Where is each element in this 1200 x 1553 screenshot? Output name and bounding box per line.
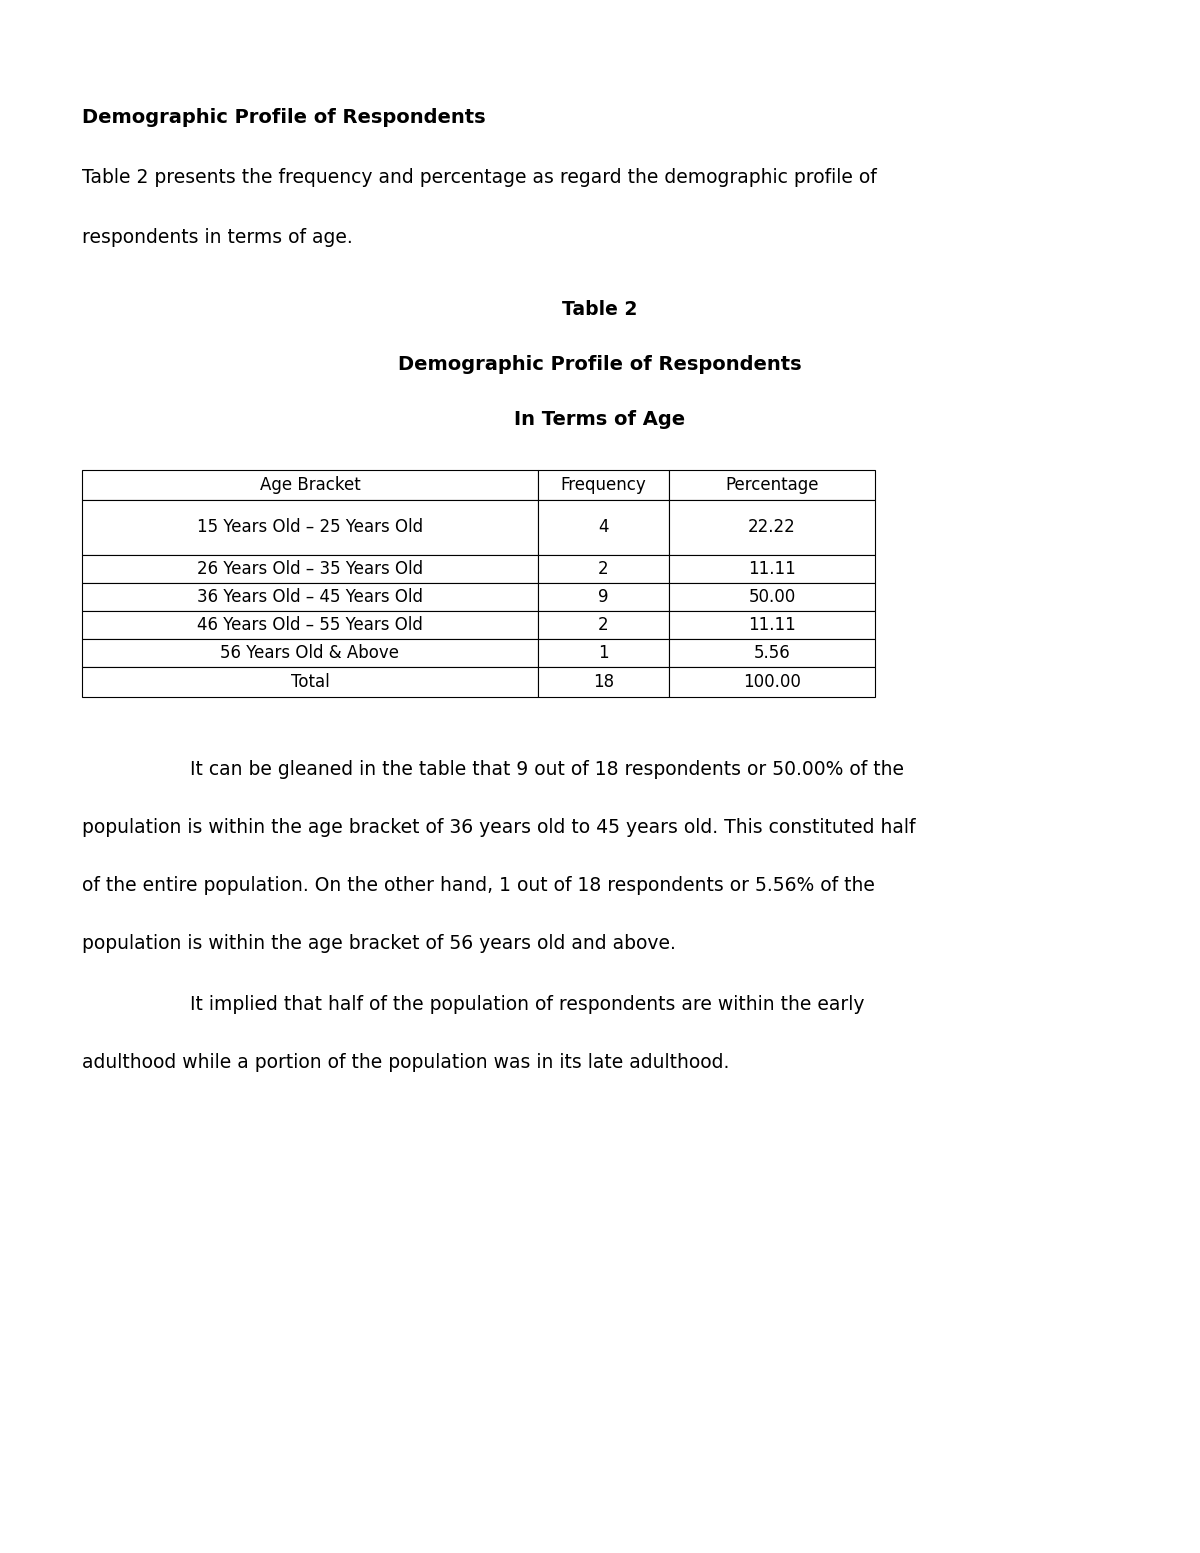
Bar	[668, 471, 875, 500]
Text: 1: 1	[598, 644, 608, 662]
Text: 11.11: 11.11	[748, 561, 796, 578]
Text: 9: 9	[598, 589, 608, 606]
Bar	[668, 638, 875, 666]
Text: 46 Years Old – 55 Years Old: 46 Years Old – 55 Years Old	[197, 617, 422, 634]
Text: of the entire population. On the other hand, 1 out of 18 respondents or 5.56% of: of the entire population. On the other h…	[82, 876, 875, 895]
Text: population is within the age bracket of 36 years old to 45 years old. This const: population is within the age bracket of …	[82, 818, 916, 837]
Text: Age Bracket: Age Bracket	[259, 477, 360, 494]
Bar	[82, 500, 538, 554]
Bar	[668, 554, 875, 582]
Bar	[538, 666, 668, 697]
Text: 4: 4	[598, 519, 608, 536]
Text: adulthood while a portion of the population was in its late adulthood.: adulthood while a portion of the populat…	[82, 1053, 730, 1072]
Bar	[538, 610, 668, 638]
Bar	[538, 471, 668, 500]
Text: Frequency: Frequency	[560, 477, 647, 494]
Text: Table 2 presents the frequency and percentage as regard the demographic profile : Table 2 presents the frequency and perce…	[82, 168, 877, 186]
Text: 2: 2	[598, 617, 608, 634]
Bar	[538, 582, 668, 610]
Text: 5.56: 5.56	[754, 644, 791, 662]
Text: In Terms of Age: In Terms of Age	[515, 410, 685, 429]
Bar	[82, 471, 538, 500]
Bar	[668, 500, 875, 554]
Bar	[82, 638, 538, 666]
Text: 26 Years Old – 35 Years Old: 26 Years Old – 35 Years Old	[197, 561, 424, 578]
Text: respondents in terms of age.: respondents in terms of age.	[82, 228, 353, 247]
Text: 36 Years Old – 45 Years Old: 36 Years Old – 45 Years Old	[197, 589, 422, 606]
Text: It can be gleaned in the table that 9 out of 18 respondents or 50.00% of the: It can be gleaned in the table that 9 ou…	[190, 759, 904, 780]
Bar	[668, 610, 875, 638]
Bar	[538, 638, 668, 666]
Text: 11.11: 11.11	[748, 617, 796, 634]
Text: 18: 18	[593, 672, 614, 691]
Bar	[82, 582, 538, 610]
Text: 2: 2	[598, 561, 608, 578]
Text: 15 Years Old – 25 Years Old: 15 Years Old – 25 Years Old	[197, 519, 424, 536]
Text: Percentage: Percentage	[725, 477, 818, 494]
Bar	[668, 582, 875, 610]
Text: Demographic Profile of Respondents: Demographic Profile of Respondents	[82, 109, 486, 127]
Text: It implied that half of the population of respondents are within the early: It implied that half of the population o…	[190, 995, 864, 1014]
Text: Table 2: Table 2	[563, 300, 637, 318]
Text: Total: Total	[290, 672, 329, 691]
Bar	[538, 500, 668, 554]
Bar	[82, 554, 538, 582]
Text: Demographic Profile of Respondents: Demographic Profile of Respondents	[398, 356, 802, 374]
Bar	[82, 610, 538, 638]
Text: 22.22: 22.22	[748, 519, 796, 536]
Text: 100.00: 100.00	[743, 672, 800, 691]
Bar	[82, 666, 538, 697]
Text: 50.00: 50.00	[749, 589, 796, 606]
Bar	[668, 666, 875, 697]
Text: 56 Years Old & Above: 56 Years Old & Above	[221, 644, 400, 662]
Bar	[538, 554, 668, 582]
Text: population is within the age bracket of 56 years old and above.: population is within the age bracket of …	[82, 933, 676, 954]
